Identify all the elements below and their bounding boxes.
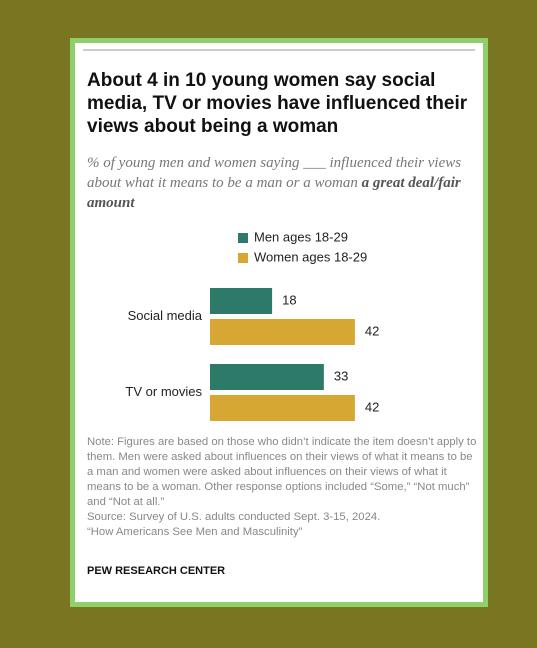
value-label: 42 <box>365 399 379 414</box>
legend-label: Women ages 18-29 <box>254 249 367 264</box>
category-label: Social media <box>128 308 203 323</box>
subtitle-block: % of young men and women saying ___ infl… <box>87 153 482 213</box>
card: About 4 in 10 young women say social med… <box>70 38 488 607</box>
legend-swatch <box>238 233 248 243</box>
footnote: Note: Figures are based on those who did… <box>87 435 479 540</box>
report: “How Americans See Men and Masculinity” <box>87 526 303 538</box>
subtitle-emphasis: a great deal/fair amount <box>87 175 461 211</box>
bar <box>210 364 324 390</box>
credit: PEW RESEARCH CENTER <box>87 565 226 577</box>
legend-label: Men ages 18-29 <box>254 229 348 244</box>
value-label: 33 <box>334 368 348 383</box>
value-label: 18 <box>282 292 296 307</box>
legend-swatch <box>238 253 248 263</box>
top-rule <box>83 49 475 51</box>
bar <box>210 319 355 345</box>
value-label: 42 <box>365 323 379 338</box>
source: Source: Survey of U.S. adults conducted … <box>87 511 381 523</box>
note: Note: Figures are based on those who did… <box>87 436 477 508</box>
subtitle: % of young men and women saying ___ infl… <box>87 155 462 191</box>
bar <box>210 395 355 421</box>
chart-title: About 4 in 10 young women say social med… <box>87 70 468 137</box>
category-label: TV or movies <box>125 384 202 399</box>
chart: Men ages 18-29 Women ages 18-29 Social med… <box>125 229 379 421</box>
bar <box>210 288 273 314</box>
